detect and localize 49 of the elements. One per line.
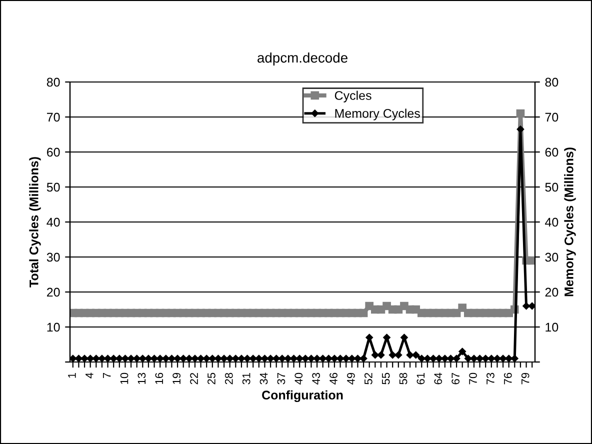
x-tick-label: 64 xyxy=(434,372,442,384)
y-tick-label: 60 xyxy=(47,148,60,157)
y2-tick-label: 60 xyxy=(545,148,558,157)
x-tick-label: 79 xyxy=(521,372,530,384)
x-tick-label: 61 xyxy=(416,372,425,384)
y-tick-label: 70 xyxy=(47,112,60,122)
y2-tick-label: 20 xyxy=(545,288,558,297)
x-tick-label: 73 xyxy=(486,372,494,384)
y2-axis-title: Memory Cycles (Millions) xyxy=(564,148,576,296)
x-tick-label: 7 xyxy=(103,372,111,378)
x-tick-label: 10 xyxy=(120,372,128,384)
x-axis-title: Configuration xyxy=(262,390,343,402)
x-tick-label: 43 xyxy=(312,372,320,385)
x-tick-label: 31 xyxy=(242,372,250,384)
y-tick-label: 80 xyxy=(46,78,60,87)
y-tick-label: 50 xyxy=(46,182,60,192)
x-tick-label: 19 xyxy=(172,372,181,384)
y-tick-label: 10 xyxy=(47,322,60,332)
x-tick-label: 37 xyxy=(277,372,286,384)
y-tick-label: 40 xyxy=(46,218,60,227)
y-axis-title: Total Cycles (Millions) xyxy=(29,157,41,288)
x-tick-label: 40 xyxy=(294,372,303,385)
x-tick-label: 49 xyxy=(347,372,355,385)
y2-tick-label: 30 xyxy=(545,252,558,262)
x-tick-label: 4 xyxy=(86,372,94,378)
y2-tick-label: 50 xyxy=(545,182,558,192)
x-tick-label: 22 xyxy=(190,372,198,384)
x-tick-label: 58 xyxy=(399,372,408,384)
y2-tick-label: 80 xyxy=(545,78,558,87)
x-tick-label: 55 xyxy=(382,372,390,384)
x-tick-label: 34 xyxy=(260,372,268,384)
x-tick-label: 52 xyxy=(364,372,372,384)
x-tick-label: 67 xyxy=(452,372,460,384)
legend-label: Cycles xyxy=(334,90,372,102)
x-tick-label: 13 xyxy=(138,372,146,384)
x-tick-label: 16 xyxy=(155,372,164,384)
x-tick-label: 70 xyxy=(469,372,477,384)
y-tick-label: 30 xyxy=(46,252,60,262)
x-tick-label: 76 xyxy=(504,372,512,384)
y2-tick-label: 40 xyxy=(545,218,558,227)
legend-label: Memory Cycles xyxy=(335,108,420,120)
x-tick-label: 46 xyxy=(330,372,338,385)
x-tick-label: 25 xyxy=(208,372,216,384)
y2-tick-label: 70 xyxy=(545,112,558,122)
y2-tick-label: 10 xyxy=(546,322,558,332)
y-tick-label: 20 xyxy=(47,288,60,297)
chart-title: adpcm.decode xyxy=(258,52,348,66)
x-tick-label: 28 xyxy=(224,372,233,384)
x-tick-label: 1 xyxy=(68,372,76,378)
